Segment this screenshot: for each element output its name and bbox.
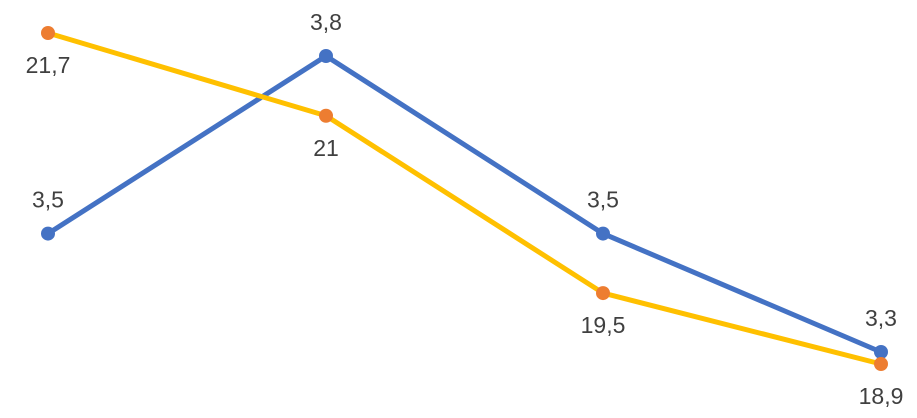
series-2-data-label-3: 19,5 bbox=[581, 312, 626, 338]
series-1-data-label-3: 3,5 bbox=[587, 187, 619, 213]
series-1-data-label-1: 3,5 bbox=[32, 187, 64, 213]
series-2-point-1 bbox=[41, 26, 55, 40]
series-1-point-1 bbox=[41, 226, 55, 241]
series-1-data-label-2: 3,8 bbox=[310, 9, 342, 35]
series-1: 3,5 3,8 3,5 3,3 bbox=[32, 9, 897, 359]
series-2-point-2 bbox=[319, 108, 333, 123]
series-2: 21,7 21 19,5 18,9 bbox=[26, 26, 904, 409]
series-2-data-label-1: 21,7 bbox=[26, 52, 71, 78]
series-1-point-4 bbox=[874, 345, 888, 359]
series-2-line bbox=[45, 30, 884, 367]
series-1-point-2 bbox=[319, 49, 333, 63]
series-1-line bbox=[45, 53, 884, 355]
series-2-point-3 bbox=[596, 286, 610, 301]
series-1-data-label-4: 3,3 bbox=[865, 305, 897, 331]
series-2-point-4 bbox=[874, 357, 888, 371]
series-2-data-label-4: 18,9 bbox=[859, 383, 904, 409]
series-1-point-3 bbox=[596, 226, 610, 241]
series-2-data-label-2: 21 bbox=[313, 135, 339, 161]
series-layer: 3,5 3,8 3,5 3,3 21,7 21 19,5 18,9 bbox=[26, 9, 904, 409]
